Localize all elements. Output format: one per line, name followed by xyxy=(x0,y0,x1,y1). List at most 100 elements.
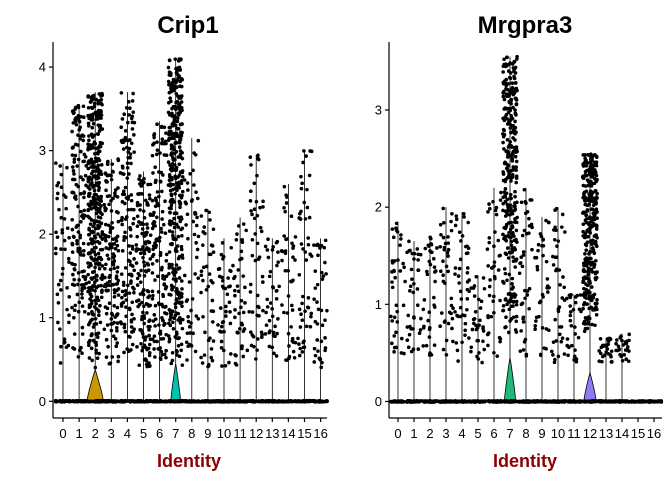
data-point xyxy=(425,272,430,277)
data-point xyxy=(72,235,76,239)
data-point xyxy=(56,301,61,305)
data-point xyxy=(297,342,301,346)
data-point xyxy=(109,328,114,333)
data-point xyxy=(553,317,558,322)
data-point xyxy=(96,308,101,313)
data-point xyxy=(204,264,209,269)
data-point xyxy=(512,76,517,81)
data-point xyxy=(444,353,449,357)
data-point xyxy=(610,360,614,364)
data-point xyxy=(261,199,265,204)
data-point xyxy=(512,59,517,64)
data-point xyxy=(107,283,112,288)
data-point xyxy=(291,244,296,248)
data-point xyxy=(421,344,426,348)
data-point xyxy=(210,244,215,248)
data-point xyxy=(296,336,300,341)
data-point xyxy=(186,236,190,241)
data-point xyxy=(166,334,171,338)
data-point xyxy=(158,179,163,184)
data-point xyxy=(309,311,314,316)
x-tick-label: 10 xyxy=(551,426,565,441)
data-point xyxy=(159,230,164,234)
data-point xyxy=(392,334,397,338)
data-point xyxy=(228,352,233,356)
data-point xyxy=(306,242,311,247)
data-point xyxy=(546,290,550,294)
data-point xyxy=(514,237,518,242)
data-point xyxy=(92,101,97,106)
data-point xyxy=(268,301,273,305)
data-point xyxy=(290,241,294,246)
data-point xyxy=(169,84,173,88)
data-point xyxy=(101,399,106,403)
data-point xyxy=(241,274,245,278)
data-point xyxy=(160,189,164,194)
data-point xyxy=(592,211,597,215)
data-point xyxy=(233,315,237,320)
data-point xyxy=(70,227,75,232)
data-point xyxy=(409,267,414,272)
data-point xyxy=(234,363,239,367)
data-point xyxy=(171,326,176,331)
data-point xyxy=(486,210,490,214)
data-point xyxy=(127,334,131,339)
data-point xyxy=(199,355,203,360)
data-point xyxy=(110,242,115,247)
data-point xyxy=(120,164,125,169)
data-point xyxy=(239,305,243,310)
data-point xyxy=(555,244,559,248)
data-point xyxy=(129,234,133,238)
data-point xyxy=(594,179,599,184)
data-point xyxy=(65,286,69,290)
data-point xyxy=(168,125,173,130)
data-point xyxy=(222,329,226,334)
data-point xyxy=(267,274,272,279)
data-point xyxy=(492,294,496,299)
data-point xyxy=(267,330,271,335)
data-point xyxy=(148,196,152,201)
data-point xyxy=(94,348,98,352)
data-point xyxy=(501,134,506,139)
data-point xyxy=(125,398,130,403)
data-point xyxy=(467,336,471,340)
data-point xyxy=(54,230,58,235)
data-point xyxy=(123,185,128,190)
data-point xyxy=(162,275,166,280)
data-point xyxy=(88,288,92,293)
data-point xyxy=(239,298,244,303)
data-point xyxy=(158,151,162,155)
data-point xyxy=(394,221,399,226)
data-point xyxy=(95,176,99,181)
data-point xyxy=(590,223,594,228)
data-point xyxy=(86,194,91,198)
data-point xyxy=(62,217,67,221)
data-point xyxy=(432,303,436,307)
data-point xyxy=(87,340,91,345)
data-point xyxy=(202,225,207,229)
data-point xyxy=(99,204,103,208)
data-point xyxy=(121,147,126,151)
data-point xyxy=(233,293,237,298)
data-point xyxy=(193,272,197,276)
data-point xyxy=(511,304,515,308)
data-point xyxy=(137,220,141,224)
data-point xyxy=(540,399,545,404)
data-point xyxy=(547,220,551,225)
data-point xyxy=(513,247,518,252)
data-point xyxy=(427,259,432,264)
data-point xyxy=(224,399,228,404)
data-point xyxy=(489,314,494,319)
data-point xyxy=(126,258,131,263)
data-point xyxy=(504,325,508,329)
data-point xyxy=(109,199,113,203)
data-point xyxy=(547,285,551,290)
data-point xyxy=(496,238,501,243)
data-point xyxy=(70,250,75,254)
data-point xyxy=(522,187,527,192)
crip1-x-axis-label: Identity xyxy=(157,451,221,471)
data-point xyxy=(504,222,509,227)
data-point xyxy=(510,287,514,291)
y-tick-label: 1 xyxy=(375,297,382,312)
